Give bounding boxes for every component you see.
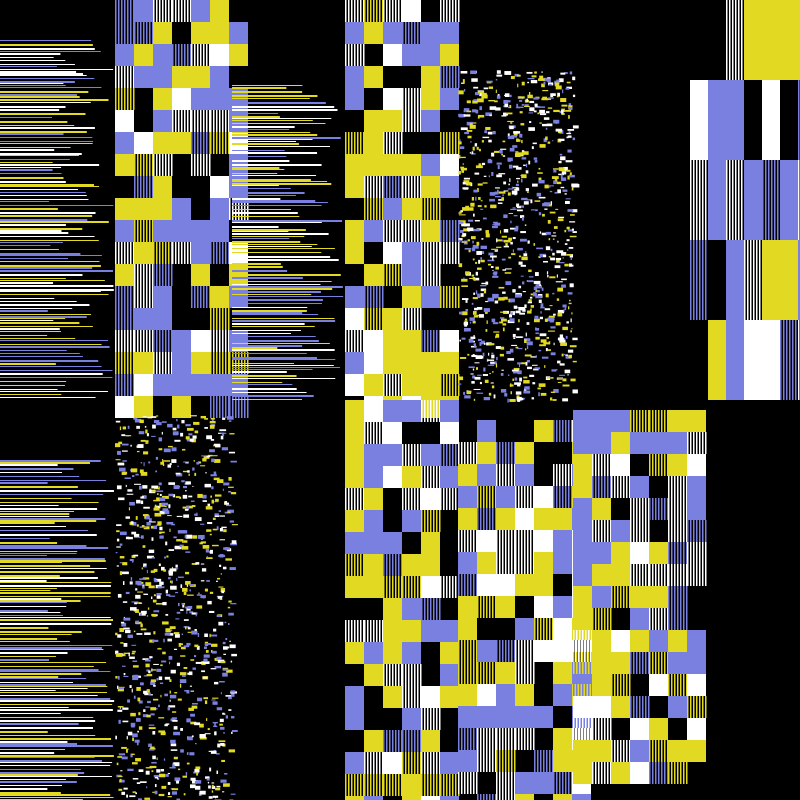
panel-bottom-3	[345, 400, 460, 800]
panel-bottom-2	[115, 415, 238, 800]
panel-bottom-5	[573, 410, 707, 784]
panel-top-4	[345, 0, 460, 418]
panel-top-1	[0, 40, 114, 398]
panel-top-2	[115, 0, 249, 418]
panel-top-5	[458, 70, 580, 403]
panel-bottom-4	[458, 420, 592, 800]
panel-top-6	[690, 0, 800, 400]
panel-top-3	[232, 85, 344, 400]
panel-bottom-1	[0, 460, 115, 800]
